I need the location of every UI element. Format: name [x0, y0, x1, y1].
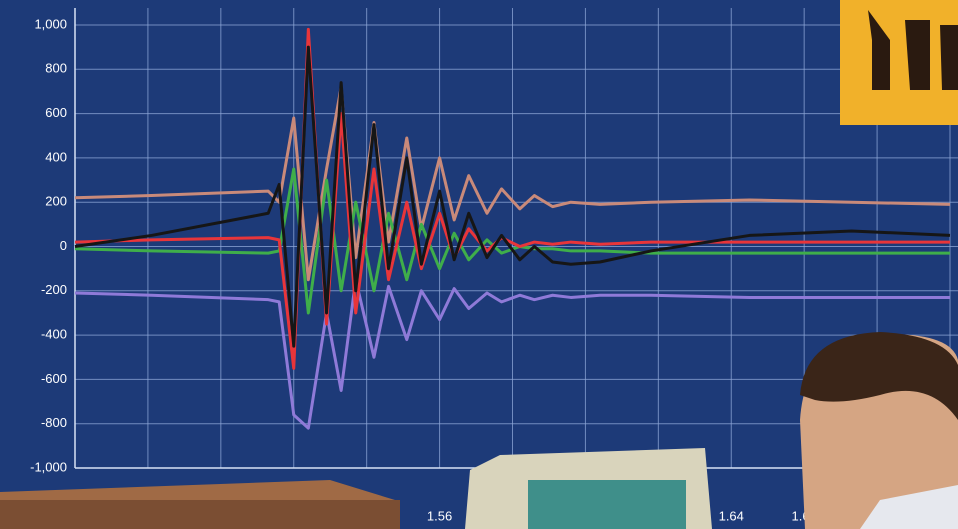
y-tick-label: 0: [60, 238, 67, 253]
x-tick-label: 1.64: [719, 508, 744, 523]
logo-badge: [840, 0, 958, 125]
desk-box-front: [0, 500, 400, 529]
y-tick-label: -200: [41, 282, 67, 297]
y-tick-label: -400: [41, 327, 67, 342]
chart: -1,000 -800 -600 -400 -200 0 200 400 600 800 1,000…: [0, 0, 958, 529]
monitor-screen: [528, 480, 686, 529]
y-tick-label: 1,000: [34, 16, 67, 31]
y-tick-label: -600: [41, 371, 67, 386]
y-tick-label: 800: [45, 61, 67, 76]
y-tick-label: -1,000: [30, 459, 67, 474]
x-tick-label: 1.56: [427, 508, 452, 523]
y-tick-label: 400: [45, 149, 67, 164]
y-tick-label: 600: [45, 105, 67, 120]
y-tick-label: -800: [41, 415, 67, 430]
y-tick-label: 200: [45, 194, 67, 209]
